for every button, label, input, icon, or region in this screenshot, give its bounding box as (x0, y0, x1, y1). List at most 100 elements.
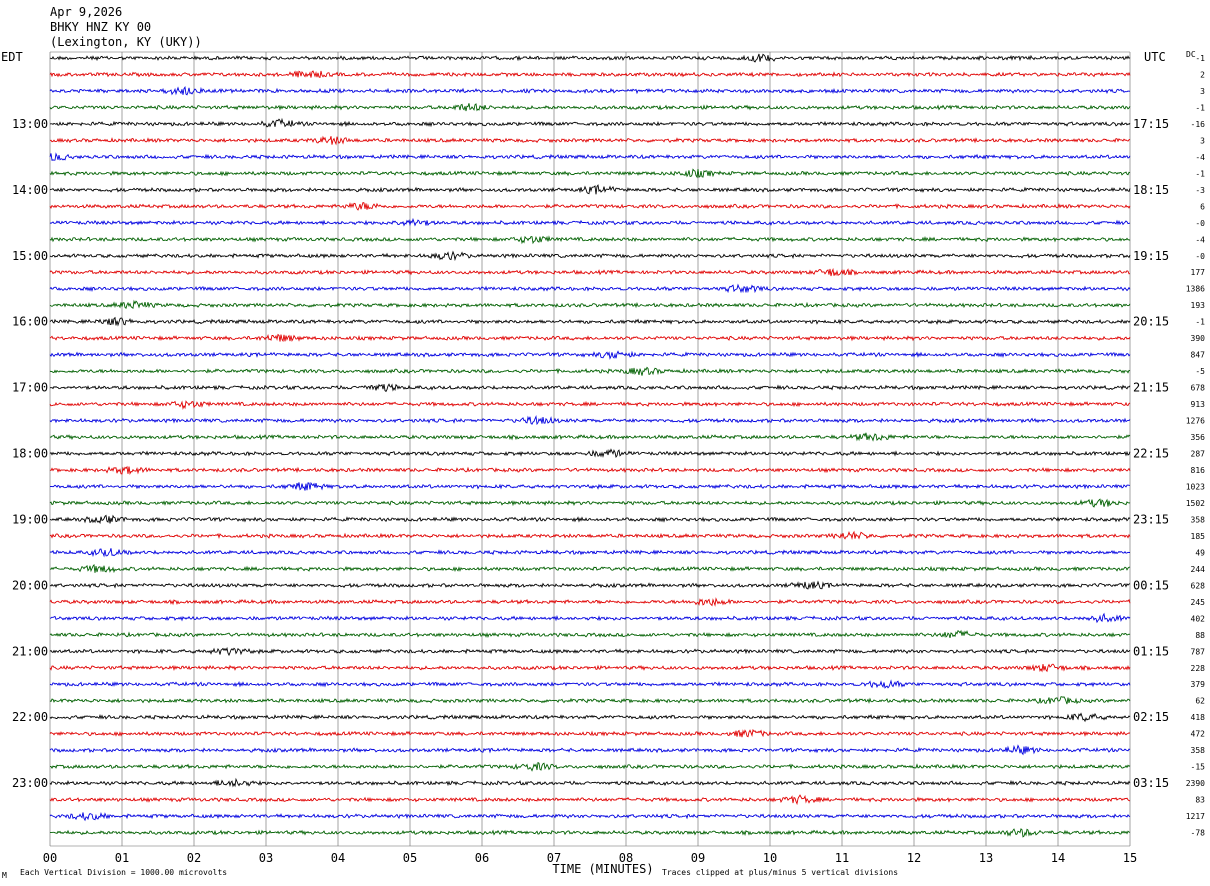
trace-row-33 (49, 580, 1131, 590)
right-timezone-label: UTC (1144, 50, 1166, 64)
trace-row-35 (49, 612, 1131, 624)
chart-location: (Lexington, KY (UKY)) (50, 35, 202, 49)
dc-offset-label: 913 (1191, 400, 1206, 409)
trace-row-37 (49, 646, 1131, 657)
trace-row-24 (49, 432, 1131, 442)
dc-offset-label: 816 (1191, 466, 1206, 475)
x-axis-title: TIME (MINUTES) (552, 862, 653, 876)
trace-row-18 (49, 333, 1131, 343)
x-tick-label: 03 (259, 851, 273, 865)
dc-offset-label: -1 (1195, 54, 1205, 63)
dc-offset-label: 177 (1191, 268, 1206, 277)
trace-row-9 (49, 184, 1131, 195)
x-tick-label: 06 (475, 851, 489, 865)
left-hour-label: 20:00 (12, 578, 48, 592)
dc-offset-label: 358 (1191, 515, 1206, 524)
dc-offset-label: 245 (1191, 598, 1206, 607)
right-hour-label: 03:15 (1133, 776, 1169, 790)
trace-row-14 (49, 267, 1131, 277)
right-hour-label: 17:15 (1133, 117, 1169, 131)
dc-offset-label: -4 (1195, 153, 1205, 162)
trace-row-34 (49, 597, 1131, 607)
dc-offset-label: 678 (1191, 384, 1206, 393)
trace-row-29 (49, 514, 1131, 525)
trace-row-26 (49, 465, 1131, 475)
trace-row-16 (49, 299, 1131, 309)
dc-offset-label: 847 (1191, 351, 1206, 360)
x-tick-label: 13 (979, 851, 993, 865)
dc-offset-label: 193 (1191, 301, 1206, 310)
trace-row-39 (49, 679, 1131, 689)
left-hour-label: 13:00 (12, 117, 48, 131)
right-hour-label: 20:15 (1133, 315, 1169, 329)
trace-row-11 (49, 217, 1131, 227)
dc-offset-label: 379 (1191, 680, 1206, 689)
right-hour-label: 02:15 (1133, 710, 1169, 724)
dc-offset-label: 472 (1191, 730, 1206, 739)
x-tick-label: 11 (835, 851, 849, 865)
dc-offset-label: 1276 (1186, 417, 1205, 426)
grid-lines (49, 51, 1131, 847)
dc-offset-label: -15 (1191, 763, 1206, 772)
dc-offset-label: 1217 (1186, 812, 1205, 821)
left-hour-label: 19:00 (12, 512, 48, 526)
dc-offset-label: 358 (1191, 746, 1206, 755)
trace-row-38 (49, 663, 1131, 673)
trace-row-28 (49, 498, 1131, 508)
right-hour-label: 18:15 (1133, 183, 1169, 197)
trace-row-46 (49, 794, 1131, 806)
trace-row-19 (49, 350, 1131, 360)
trace-row-6 (49, 135, 1131, 146)
trace-row-31 (49, 548, 1130, 558)
dc-offset-label: -0 (1195, 252, 1205, 261)
left-hour-label: 16:00 (12, 315, 48, 329)
dc-offset-label: 356 (1191, 433, 1206, 442)
dc-offset-label: 244 (1191, 565, 1206, 574)
right-hour-label: 01:15 (1133, 644, 1169, 658)
trace-row-41 (49, 712, 1131, 723)
dc-offset-label: 3 (1200, 87, 1205, 96)
x-tick-label: 12 (907, 851, 921, 865)
trace-row-43 (49, 744, 1131, 756)
x-tick-label: 04 (331, 851, 345, 865)
dc-offset-label: -3 (1195, 186, 1205, 195)
dc-offset-label: 83 (1195, 796, 1205, 805)
x-tick-label: 07 (547, 851, 561, 865)
footer-scale-note: Each Vertical Division = 1000.00 microvo… (20, 868, 227, 877)
dc-offset-label: -5 (1195, 367, 1205, 376)
x-tick-label: 14 (1051, 851, 1065, 865)
trace-row-22 (49, 400, 1131, 410)
left-hour-label: 18:00 (12, 447, 48, 461)
x-tick-label: 10 (763, 851, 777, 865)
dc-offset-label: 390 (1191, 334, 1206, 343)
left-hour-label: 23:00 (12, 776, 48, 790)
left-hour-label: 15:00 (12, 249, 48, 263)
left-hour-label: 17:00 (12, 381, 48, 395)
dc-offset-label: -78 (1191, 829, 1206, 838)
dc-offset-label: 88 (1195, 631, 1205, 640)
dc-offset-label: 6 (1200, 202, 1205, 211)
dc-offset-label: 1502 (1186, 499, 1205, 508)
axis-labels: 13:00 14:00 15:00 16:00 17:00 18:00 19:00 20:00… (12, 54, 1205, 865)
right-hour-label: 23:15 (1133, 512, 1169, 526)
trace-row-23 (49, 414, 1131, 426)
dc-offset-label: 2 (1200, 70, 1205, 79)
x-tick-label: 09 (691, 851, 705, 865)
trace-row-17 (49, 316, 1131, 327)
dc-offset-label: -1 (1195, 169, 1205, 178)
trace-row-20 (49, 366, 1131, 376)
dc-offset-label: 1386 (1186, 285, 1205, 294)
chart-date: Apr 9,2026 (50, 5, 122, 19)
dc-offset-label: 1023 (1186, 482, 1205, 491)
dc-offset-label: 3 (1200, 136, 1205, 145)
trace-row-25 (49, 448, 1131, 459)
trace-row-27 (49, 481, 1130, 491)
dc-offset-label: 62 (1195, 697, 1205, 706)
left-timezone-label: EDT (1, 50, 23, 64)
footer-clip-note: Traces clipped at plus/minus 5 vertical … (662, 868, 898, 877)
x-tick-label: 05 (403, 851, 417, 865)
trace-row-4 (49, 103, 1131, 112)
x-tick-label: 01 (115, 851, 129, 865)
trace-row-47 (49, 811, 1131, 822)
trace-row-15 (49, 283, 1131, 294)
